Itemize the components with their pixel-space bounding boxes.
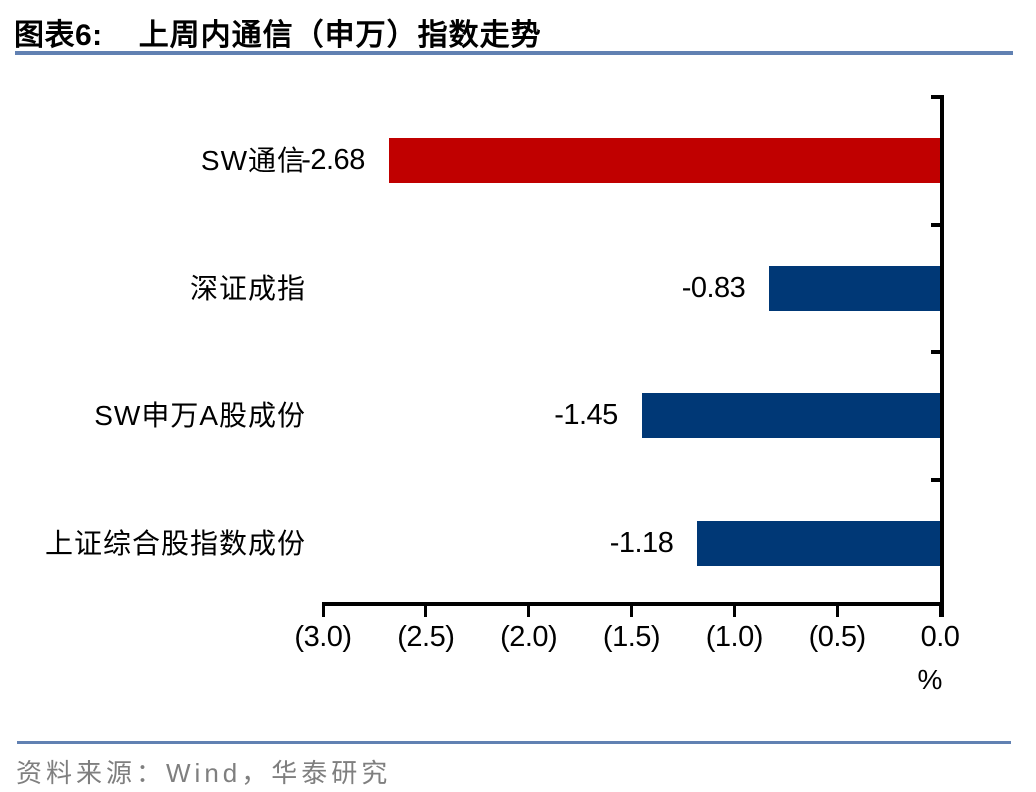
category-label: SW申万A股成份 — [94, 400, 306, 432]
x-tick-label: (3.0) — [294, 621, 352, 653]
x-axis-unit-label: % — [917, 664, 943, 695]
value-label: -1.18 — [609, 526, 674, 559]
bar — [388, 138, 940, 184]
value-axis-tick — [835, 606, 839, 617]
x-tick-label: (2.0) — [500, 621, 558, 653]
footer-divider-line — [17, 741, 1011, 744]
figure-number-label: 图表6: — [14, 19, 103, 52]
value-axis-line — [322, 602, 944, 606]
value-label: -0.83 — [681, 271, 746, 304]
category-axis-tick — [931, 222, 940, 227]
value-axis-tick — [938, 606, 942, 617]
value-axis-tick — [321, 606, 325, 617]
value-axis-tick — [424, 606, 428, 617]
header-divider-line — [15, 51, 1013, 55]
value-label: -1.45 — [554, 399, 618, 432]
x-tick-label: (1.5) — [602, 621, 661, 653]
x-tick-label: 0.0 — [920, 621, 960, 653]
value-label: -2.68 — [301, 144, 365, 177]
x-tick-label: (2.5) — [397, 621, 455, 653]
figure-header: 图表6: 上周内通信（申万）指数走势 — [14, 10, 542, 54]
category-label: SW通信 — [200, 145, 306, 177]
value-axis-tick — [630, 606, 633, 617]
source-note: 资料来源：Wind，华泰研究 — [16, 758, 392, 788]
x-tick-label: (1.0) — [705, 621, 764, 653]
category-axis-line — [939, 95, 944, 617]
category-axis-tick — [931, 95, 940, 99]
category-label: 上证综合股指数成份 — [44, 527, 306, 559]
figure-title: 上周内通信（申万）指数走势 — [138, 19, 542, 52]
bar — [697, 520, 940, 566]
value-axis-tick — [527, 606, 531, 617]
x-tick-label: (0.5) — [808, 621, 867, 653]
category-axis-tick — [931, 477, 940, 482]
value-axis-tick — [732, 606, 736, 617]
bar — [769, 265, 940, 311]
category-axis-tick — [931, 350, 940, 354]
bar — [641, 393, 940, 439]
category-label: 深证成指 — [189, 272, 306, 304]
